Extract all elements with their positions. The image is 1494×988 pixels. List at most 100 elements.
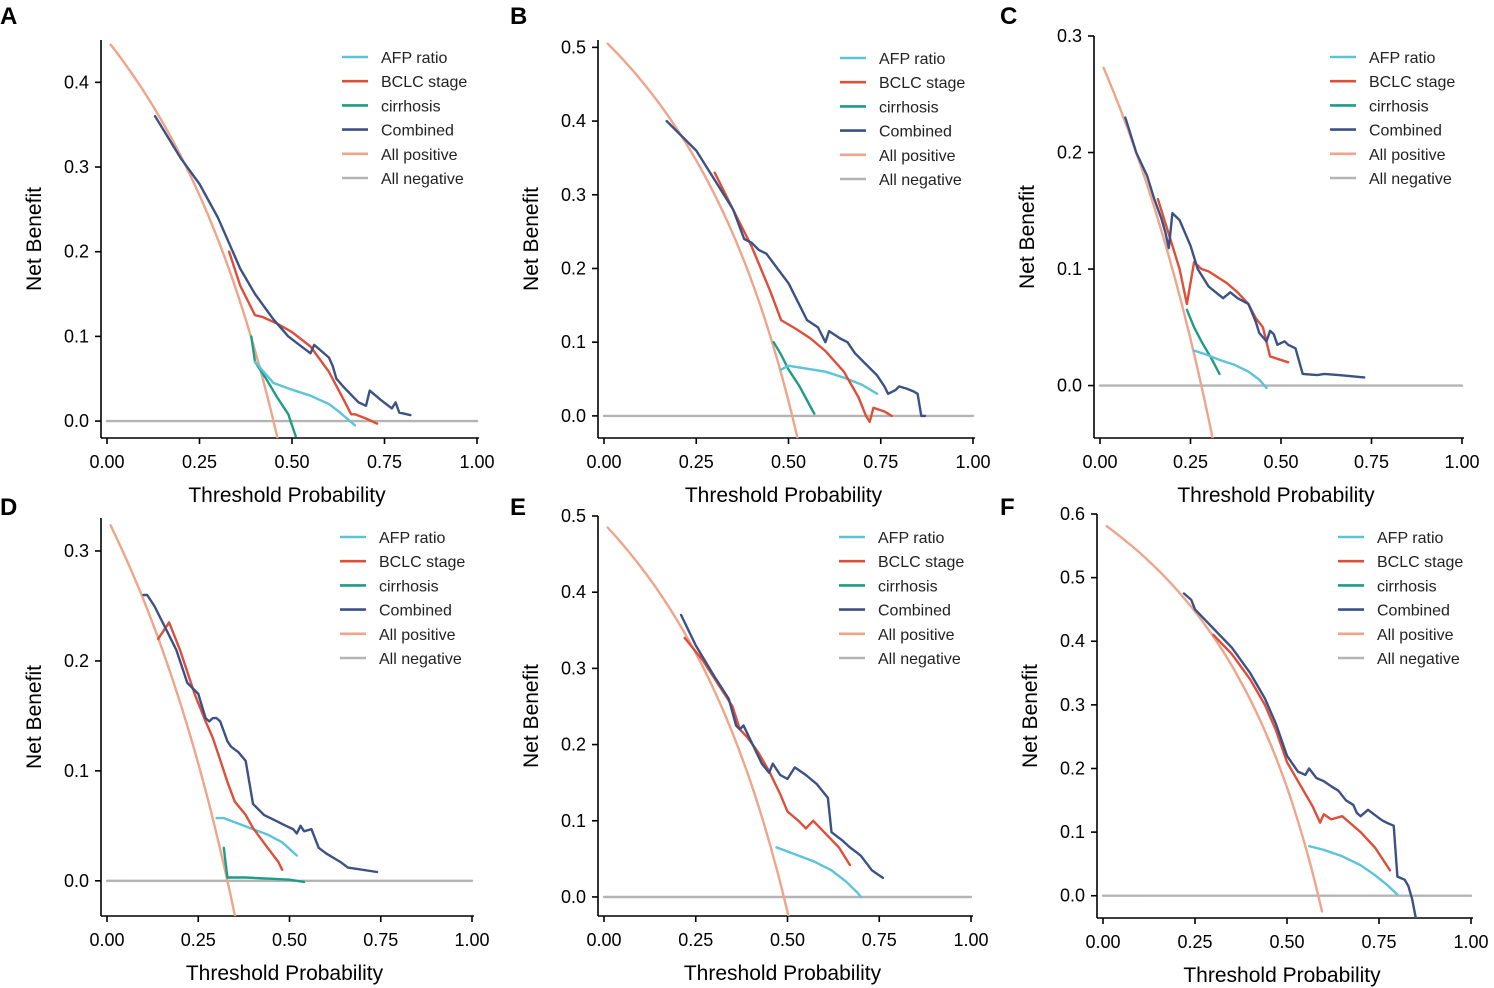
legend: AFP ratio BCLC stage cirrhosis Combined All … [839,530,964,668]
x-tick-label: 0.50 [274,452,309,472]
legend-label-cirrhosis: cirrhosis [879,99,939,116]
panel-c: C 0.00 0.25 0.50 0.75 1.00 0.0 0.1 0.2 0.3 Thresho… [1000,3,1480,507]
legend-label-all-negative: All negative [381,171,464,188]
x-tick-label: 0.00 [89,930,124,950]
y-tick-label: 0.3 [1057,26,1082,46]
series-line-all-positive [1105,525,1324,913]
x-tick-label: 0.00 [1082,452,1117,472]
series-line-all-positive [109,43,279,438]
x-axis-title: Threshold Probability [685,484,883,507]
x-axis-title: Threshold Probability [188,484,386,507]
y-tick-label: 0.1 [561,811,586,831]
legend-label-bclc-stage: BCLC stage [1377,554,1463,571]
legend-label-combined: Combined [878,603,951,620]
legend: AFP ratio BCLC stage cirrhosis Combined All … [340,530,465,668]
x-axis-title: Threshold Probability [1183,964,1381,987]
series-line-bclc-stage [1156,197,1290,364]
legend-label-all-positive: All positive [381,147,458,164]
y-tick-label: 0.0 [64,411,89,431]
series-group [105,524,474,916]
panel-label-e: E [510,494,526,521]
x-tick-label: 0.75 [862,930,897,950]
legend-label-afp-ratio: AFP ratio [879,51,946,68]
legend-label-afp-ratio: AFP ratio [878,530,945,547]
y-tick-label: 0.2 [1057,143,1082,163]
x-tick-label: 0.75 [863,452,898,472]
series-group [1098,66,1464,438]
legend-label-all-negative: All negative [379,651,462,668]
series-line-bclc-stage [713,171,893,423]
series-line-bclc-stage [156,621,284,871]
y-tick-label: 0.6 [1060,504,1085,524]
panel-d: D 0.00 0.25 0.50 0.75 1.00 0.0 0.1 0.2 0.3 Thresho… [0,494,490,985]
y-tick-label: 0.0 [1060,886,1085,906]
x-tick-label: 0.50 [1269,932,1304,952]
y-tick-label: 0.5 [1060,568,1085,588]
x-tick-label: 0.50 [771,452,806,472]
y-tick-label: 0.5 [561,506,586,526]
y-tick-label: 0.3 [64,541,89,561]
series-line-afp-ratio [779,364,879,395]
legend-label-all-positive: All positive [1377,627,1454,644]
legend-label-cirrhosis: cirrhosis [1377,578,1437,595]
legend: AFP ratio BCLC stage cirrhosis Combined All … [1338,530,1463,668]
x-tick-label: 1.00 [459,452,494,472]
y-tick-label: 0.4 [1060,631,1085,651]
y-tick-label: 0.2 [64,651,89,671]
legend-label-cirrhosis: cirrhosis [379,578,439,595]
y-tick-label: 0.1 [64,761,89,781]
x-tick-label: 1.00 [1453,932,1488,952]
series-line-cirrhosis [1185,308,1221,376]
series-line-all-positive [606,42,799,438]
y-tick-label: 0.4 [64,72,89,92]
legend-label-bclc-stage: BCLC stage [381,74,467,91]
legend-label-bclc-stage: BCLC stage [379,554,465,571]
x-tick-label: 1.00 [454,930,489,950]
series-line-all-positive [606,526,790,916]
series-group [602,42,975,438]
legend-label-combined: Combined [1377,603,1450,620]
legend-label-all-positive: All positive [379,627,456,644]
legend: AFP ratio BCLC stage cirrhosis Combined All … [1330,50,1455,188]
legend-label-combined: Combined [879,124,952,141]
x-tick-label: 0.25 [679,452,714,472]
legend-label-afp-ratio: AFP ratio [1377,530,1444,547]
x-tick-label: 0.25 [182,452,217,472]
series-line-combined [142,593,379,874]
legend-label-combined: Combined [1369,123,1442,140]
y-tick-label: 0.0 [1057,376,1082,396]
x-tick-label: 0.00 [586,452,621,472]
x-tick-label: 1.00 [955,452,990,472]
x-tick-label: 0.50 [1263,452,1298,472]
x-tick-label: 0.25 [181,930,216,950]
series-line-combined [1124,116,1366,379]
legend-label-all-positive: All positive [879,148,956,165]
y-tick-label: 0.4 [561,582,586,602]
y-axis-title: Net Benefit [1016,185,1039,289]
series-line-combined [153,115,412,417]
x-axis-title: Threshold Probability [1177,484,1375,507]
series-line-combined [665,119,927,418]
x-axis-title: Threshold Probability [186,962,384,985]
legend-label-all-positive: All positive [878,627,955,644]
legend-label-combined: Combined [379,603,452,620]
legend-label-bclc-stage: BCLC stage [879,75,965,92]
series-line-afp-ratio [1192,349,1268,390]
y-tick-label: 0.3 [1060,695,1085,715]
legend-label-cirrhosis: cirrhosis [381,98,441,115]
x-tick-label: 0.25 [1177,932,1212,952]
y-tick-label: 0.5 [561,37,586,57]
series-group [602,526,973,916]
y-tick-label: 0.2 [561,258,586,278]
y-tick-label: 0.3 [64,157,89,177]
x-tick-label: 0.00 [586,930,621,950]
y-tick-label: 0.0 [561,887,586,907]
legend-label-afp-ratio: AFP ratio [1369,50,1436,67]
legend-label-bclc-stage: BCLC stage [878,554,964,571]
legend-label-all-negative: All negative [879,172,962,189]
series-line-afp-ratio [1307,844,1399,896]
y-tick-label: 0.1 [1060,822,1085,842]
panel-label-c: C [1000,3,1017,30]
series-line-cirrhosis [250,335,297,438]
